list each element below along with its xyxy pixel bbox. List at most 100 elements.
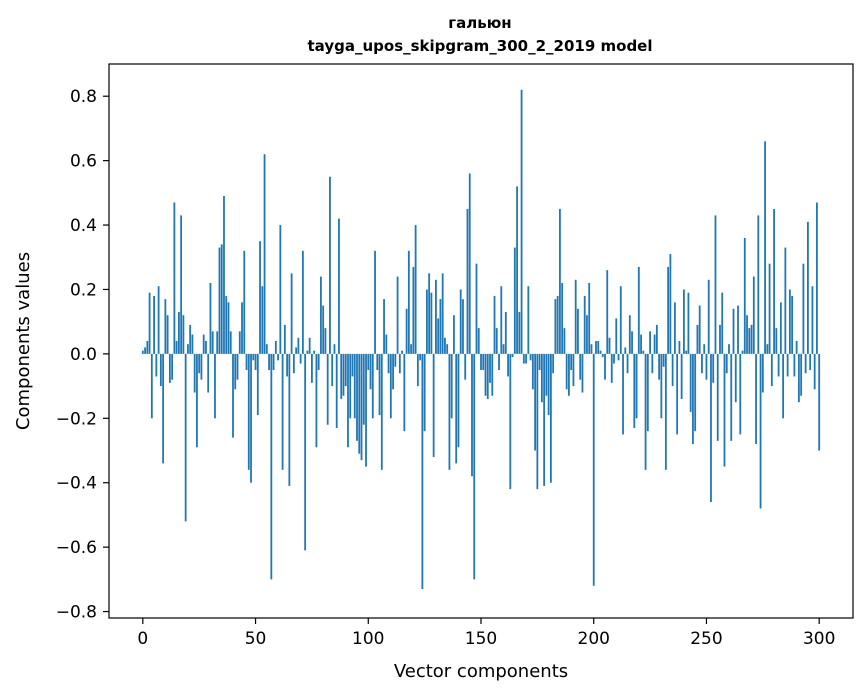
bar [712, 353, 715, 383]
bar [261, 286, 264, 354]
bar [311, 353, 313, 383]
bar [669, 254, 672, 354]
bar [741, 350, 744, 354]
x-tick-label: 300 [803, 629, 835, 649]
bar [692, 353, 694, 445]
bar [495, 328, 498, 354]
bar [723, 353, 726, 467]
bar [694, 353, 697, 432]
bar [232, 353, 234, 438]
bar [739, 353, 742, 435]
bar [196, 353, 198, 448]
bar [218, 247, 221, 354]
bar [353, 353, 356, 419]
bar [211, 331, 214, 354]
bar [525, 353, 527, 364]
bar [315, 353, 318, 448]
bar [421, 353, 424, 590]
x-tick-label: 100 [352, 629, 384, 649]
bar [637, 266, 640, 354]
bar [401, 350, 403, 354]
x-tick-label: 0 [137, 629, 148, 649]
bar [714, 215, 717, 354]
bar [412, 266, 415, 354]
bar [356, 353, 358, 441]
bar [534, 353, 537, 451]
bar [732, 308, 735, 354]
bar [428, 273, 431, 354]
bar [254, 353, 257, 370]
y-tick-label: −0.2 [56, 409, 97, 429]
x-tick-label: 50 [245, 629, 267, 649]
bar [581, 353, 584, 393]
bar [441, 273, 444, 354]
bar [299, 353, 302, 364]
bar [342, 353, 345, 396]
bar [743, 237, 746, 354]
bar [468, 173, 471, 354]
bar [662, 353, 665, 367]
bar [782, 353, 785, 419]
bar [385, 334, 388, 354]
bar [795, 341, 798, 354]
bar [407, 250, 410, 354]
bar [770, 353, 773, 387]
bar [649, 331, 651, 354]
bar [430, 292, 433, 354]
bar [320, 276, 322, 354]
bar [475, 263, 478, 354]
bar [236, 353, 239, 380]
bar [419, 353, 422, 361]
bar [518, 312, 521, 354]
bar [245, 353, 248, 370]
bar [164, 299, 167, 354]
bar [680, 353, 683, 399]
bar [482, 353, 485, 370]
bar [297, 337, 300, 354]
bar [556, 295, 559, 354]
bar [545, 353, 548, 396]
bar [177, 312, 180, 354]
bar [340, 353, 343, 399]
bar [295, 347, 298, 354]
y-axis: −0.8 −0.6 −0.4 −0.2 0.0 0.2 0.4 0.6 0.8 [56, 87, 109, 623]
bar [331, 353, 334, 387]
bar [466, 208, 469, 354]
bar [306, 350, 309, 354]
bar [752, 276, 755, 354]
bar [707, 279, 710, 354]
bar [207, 353, 210, 393]
bar [376, 353, 379, 370]
bar [728, 344, 730, 354]
bar [214, 353, 216, 419]
bar [588, 283, 591, 354]
bar [394, 353, 397, 367]
bar [200, 353, 203, 380]
bar [493, 295, 496, 354]
bar [471, 353, 473, 477]
bar [547, 353, 550, 416]
bar [286, 353, 289, 377]
bar [696, 324, 699, 354]
bar [561, 283, 564, 354]
bar [543, 353, 546, 486]
bar-series [141, 89, 821, 590]
bar [326, 353, 329, 425]
bar [270, 353, 273, 580]
bar [608, 337, 611, 354]
bar [788, 289, 791, 354]
y-tick-label: −0.8 [56, 603, 97, 623]
bar [229, 331, 232, 354]
bar [435, 279, 437, 354]
bar [626, 353, 629, 374]
bar [259, 241, 261, 354]
bar [432, 353, 435, 457]
bar [583, 295, 586, 354]
bar [484, 353, 487, 396]
y-tick-label: 0.8 [70, 87, 97, 107]
bar [220, 244, 223, 354]
bar [563, 328, 566, 354]
bar [610, 353, 613, 383]
bar [628, 315, 631, 354]
